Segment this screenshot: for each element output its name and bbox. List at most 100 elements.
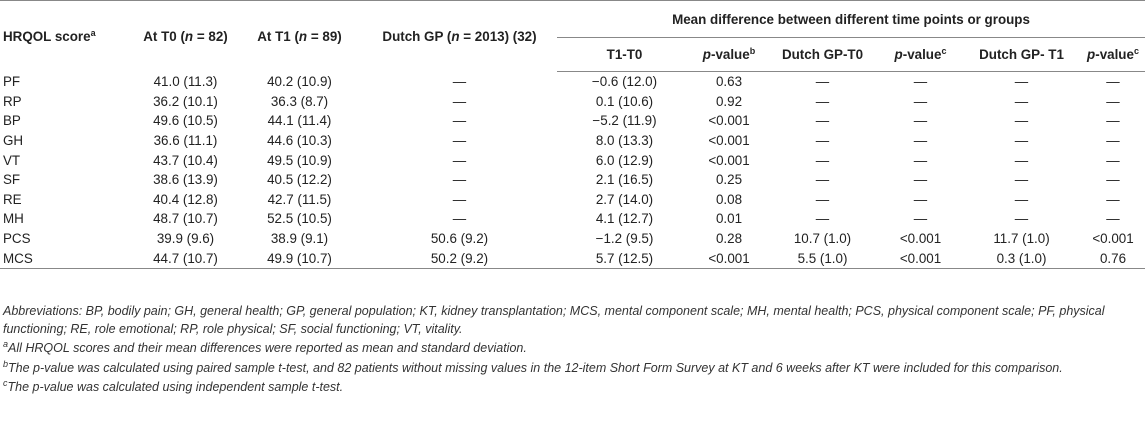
cell-p-value-c1: — bbox=[913, 211, 928, 227]
cell-p-value-c1: — bbox=[913, 133, 928, 149]
cell-at-t0: 44.7 (10.7) bbox=[134, 248, 237, 269]
header-dutch-gp-t1: Dutch GP- T1 bbox=[962, 37, 1081, 72]
cell-dutch-gp: — bbox=[452, 113, 467, 129]
header-at-t0: At T0 (n = 82) bbox=[134, 0, 237, 72]
cell-at-t1: 52.5 (10.5) bbox=[267, 211, 332, 227]
row-label: VT bbox=[3, 152, 21, 168]
cell-p-value-c2: — bbox=[1106, 113, 1120, 129]
cell-t1-t0: 2.7 (14.0) bbox=[595, 191, 654, 207]
cell-dutch-gp: 50.6 (9.2) bbox=[430, 231, 489, 247]
cell-p-value-c1: — bbox=[913, 152, 928, 168]
cell-dutch-gp-t0: — bbox=[815, 93, 830, 109]
cell-dutch-gp: 50.2 (9.2) bbox=[362, 248, 557, 269]
cell-dutch-gp: — bbox=[452, 93, 467, 109]
header-gp-n: n bbox=[451, 28, 460, 44]
cell-at-t1: 40.2 (10.9) bbox=[267, 74, 332, 90]
cell-dutch-gp: — bbox=[452, 133, 467, 149]
cell-at-t0: 41.0 (11.3) bbox=[153, 74, 218, 90]
header-t1-prefix: At T1 ( bbox=[257, 28, 299, 44]
cell-t1-t0: 5.7 (12.5) bbox=[557, 248, 692, 269]
cell-dutch-gp-t1: 11.7 (1.0) bbox=[993, 231, 1050, 247]
cell-dutch-gp-t1: — bbox=[1014, 93, 1029, 109]
cell-p-value-b: 0.08 bbox=[715, 191, 743, 207]
cell-p-value-c1: — bbox=[913, 191, 928, 207]
row-label: SF bbox=[3, 172, 21, 188]
footnote-marker: c bbox=[3, 378, 8, 388]
cell-p-value-c1: — bbox=[913, 93, 928, 109]
header-dutch-gp: Dutch GP (n = 2013) (32) bbox=[362, 0, 557, 72]
header-p-value-b: p-valueb bbox=[692, 37, 766, 72]
cell-dutch-gp: — bbox=[452, 152, 467, 168]
table-row: BP 49.6 (10.5) 44.1 (11.4) — −5.2 (11.9) <0.0… bbox=[0, 111, 1145, 131]
header-t0-n: n bbox=[184, 28, 194, 44]
cell-p-value-c1: <0.001 bbox=[899, 231, 942, 247]
table-row: GH 36.6 (11.1) 44.6 (10.3) — 8.0 (13.3) <0.00… bbox=[0, 131, 1145, 151]
cell-dutch-gp-t1: 0.3 (1.0) bbox=[962, 248, 1081, 269]
cell-dutch-gp-t1: — bbox=[1014, 191, 1029, 207]
cell-dutch-gp-t0: — bbox=[815, 191, 830, 207]
header-at-t1: At T1 (n = 89) bbox=[237, 0, 362, 72]
p-label: p bbox=[1087, 47, 1096, 62]
cell-dutch-gp-t1: — bbox=[1014, 133, 1029, 149]
header-t1-suffix: = 89) bbox=[307, 28, 342, 44]
cell-dutch-gp-t1: — bbox=[1014, 113, 1029, 129]
header-mean-difference: Mean difference between different time p… bbox=[557, 0, 1145, 38]
cell-p-value-c1: — bbox=[913, 74, 928, 90]
table-row: MCS 44.7 (10.7) 49.9 (10.7) 50.2 (9.2) 5.7 (… bbox=[0, 248, 1145, 269]
cell-at-t1: 44.1 (11.4) bbox=[267, 113, 332, 129]
cell-at-t1: 40.5 (12.2) bbox=[267, 172, 332, 188]
cell-t1-t0: −1.2 (9.5) bbox=[595, 231, 654, 247]
p-label: p bbox=[894, 47, 903, 62]
hrqol-table: HRQOL scorea At T0 (n = 82) At T1 (n = 8… bbox=[0, 0, 1145, 269]
header-t1-n: n bbox=[298, 28, 308, 44]
header-dutch-gp-t0: Dutch GP-T0 bbox=[766, 37, 879, 72]
table-row: PF 41.0 (11.3) 40.2 (10.9) — −0.6 (12.0) 0.63… bbox=[0, 72, 1145, 92]
cell-p-value-b: <0.001 bbox=[708, 152, 750, 168]
table-row: PCS 39.9 (9.6) 38.9 (9.1) 50.6 (9.2) −1.2 (9… bbox=[0, 229, 1145, 249]
cell-p-value-b: <0.001 bbox=[692, 248, 766, 269]
cell-dutch-gp-t0: — bbox=[815, 74, 830, 90]
cell-dutch-gp-t0: — bbox=[815, 133, 830, 149]
cell-at-t1: 42.7 (11.5) bbox=[267, 191, 332, 207]
cell-t1-t0: −0.6 (12.0) bbox=[591, 74, 658, 90]
cell-dutch-gp-t1: — bbox=[1014, 152, 1029, 168]
cell-at-t0: 48.7 (10.7) bbox=[153, 211, 218, 227]
p-suffix: -value bbox=[902, 47, 942, 62]
cell-t1-t0: −5.2 (11.9) bbox=[592, 113, 657, 129]
cell-p-value-b: <0.001 bbox=[708, 113, 750, 129]
abbreviations-note: Abbreviations: BP, bodily pain; GH, gene… bbox=[3, 304, 1105, 336]
cell-p-value-c2: 0.76 bbox=[1081, 248, 1145, 269]
cell-at-t0: 43.7 (10.4) bbox=[153, 152, 218, 168]
footnote-marker: c bbox=[1133, 46, 1139, 56]
row-label: MCS bbox=[0, 248, 134, 269]
footnote-a-text: All HRQOL scores and their mean differen… bbox=[8, 341, 527, 355]
cell-p-value-c2: — bbox=[1106, 211, 1120, 227]
header-t0-prefix: At T0 ( bbox=[143, 28, 185, 44]
cell-dutch-gp-t0: — bbox=[815, 152, 830, 168]
cell-p-value-c2: — bbox=[1106, 152, 1120, 168]
cell-p-value-c1: — bbox=[913, 172, 928, 188]
p-label: p bbox=[702, 47, 711, 62]
footnote-marker: c bbox=[941, 46, 947, 56]
footnote-marker: a bbox=[90, 27, 96, 38]
cell-p-value-c2: — bbox=[1106, 191, 1120, 207]
table-body: PF 41.0 (11.3) 40.2 (10.9) — −0.6 (12.0) 0.63… bbox=[0, 72, 1145, 269]
cell-at-t0: 49.6 (10.5) bbox=[153, 113, 218, 129]
header-hrqol-text: HRQOL score bbox=[3, 28, 91, 44]
cell-dutch-gp-t1: — bbox=[1014, 74, 1029, 90]
cell-p-value-c1: <0.001 bbox=[879, 248, 962, 269]
cell-t1-t0: 2.1 (16.5) bbox=[595, 172, 654, 188]
cell-t1-t0: 6.0 (12.9) bbox=[595, 152, 654, 168]
cell-at-t0: 40.4 (12.8) bbox=[153, 191, 218, 207]
cell-p-value-c2: — bbox=[1106, 74, 1120, 90]
header-t0-suffix: = 82) bbox=[193, 28, 228, 44]
row-label: PCS bbox=[3, 231, 31, 247]
cell-dutch-gp-t0: 10.7 (1.0) bbox=[793, 231, 852, 247]
header-t1-t0: T1-T0 bbox=[557, 37, 692, 72]
table-row: RP 36.2 (10.1) 36.3 (8.7) — 0.1 (10.6) 0.92 — —… bbox=[0, 92, 1145, 112]
header-gp-suffix: = 2013) (32) bbox=[459, 28, 537, 44]
cell-at-t1: 38.9 (9.1) bbox=[270, 231, 329, 247]
cell-dutch-gp-t0: — bbox=[815, 113, 830, 129]
header-gp-prefix: Dutch GP ( bbox=[382, 28, 452, 44]
